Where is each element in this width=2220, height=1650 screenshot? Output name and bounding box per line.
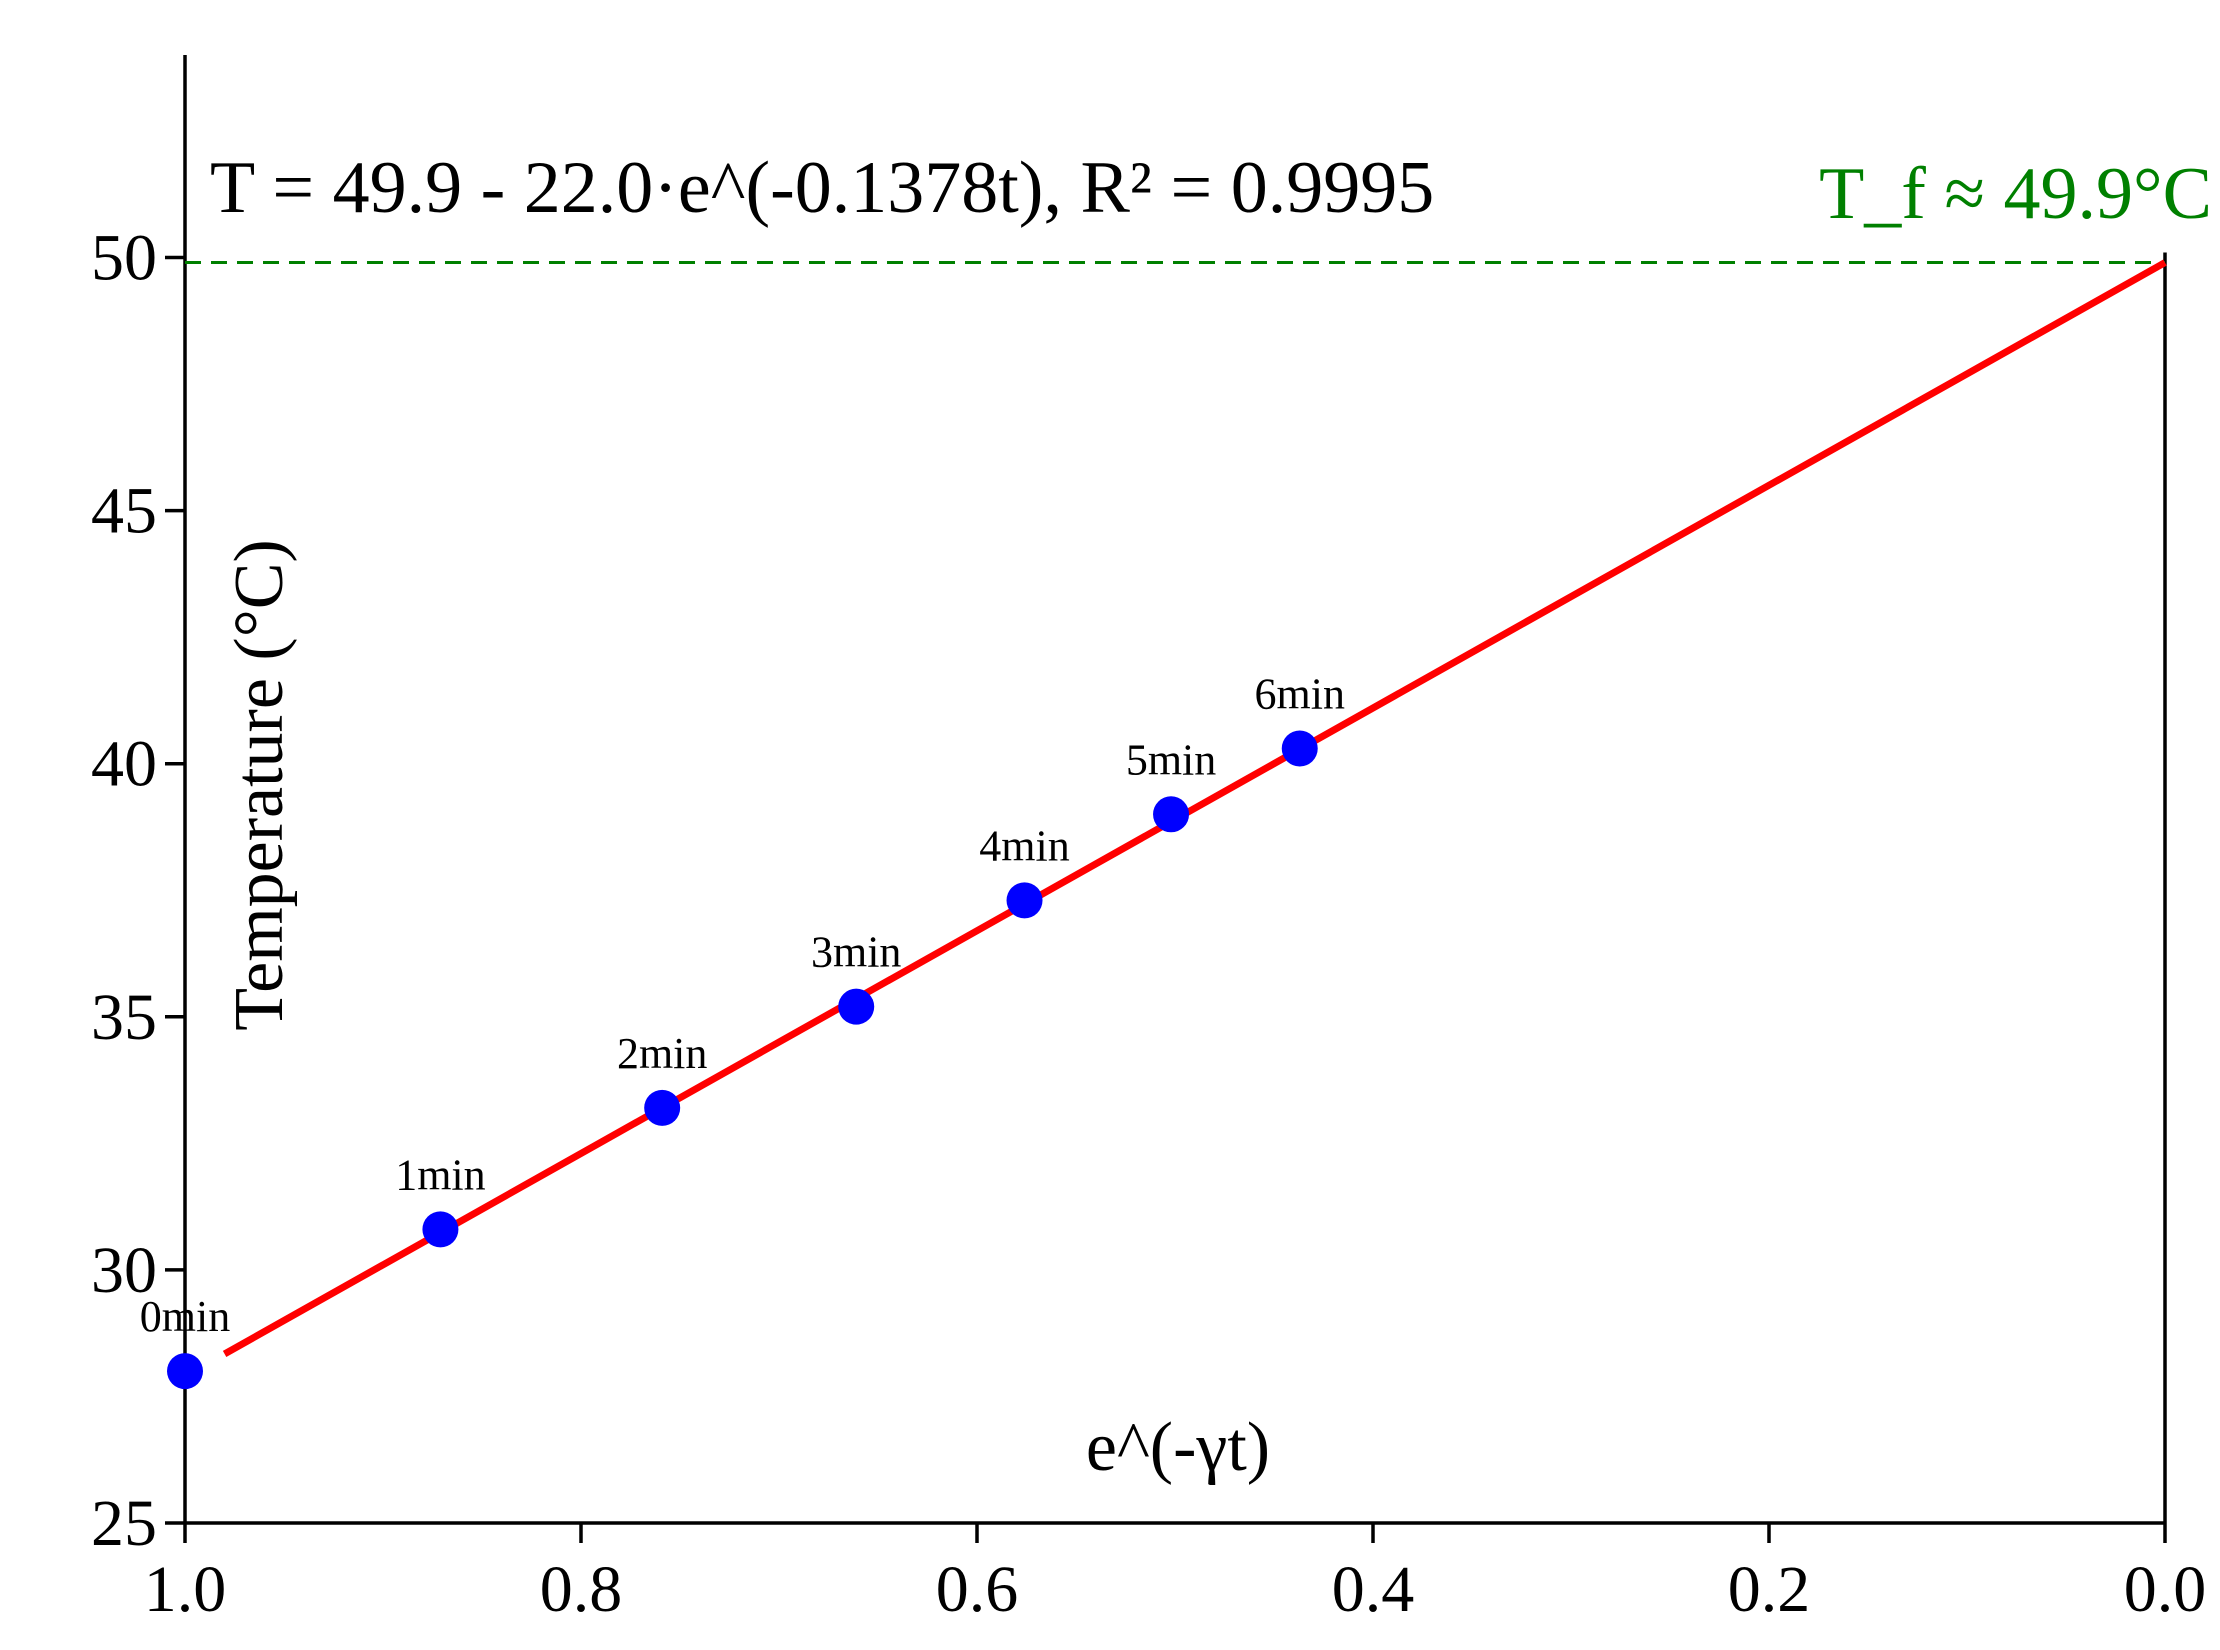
data-point-label: 4min bbox=[979, 821, 1069, 870]
y-axis-title: Temperature (°C) bbox=[221, 539, 298, 1030]
data-point bbox=[1006, 882, 1043, 919]
y-tick-label: 30 bbox=[91, 1234, 157, 1307]
x-axis-title: e^(-γt) bbox=[1086, 1409, 1270, 1486]
data-point bbox=[1281, 730, 1318, 767]
data-point bbox=[167, 1353, 203, 1390]
fit-line bbox=[222, 259, 2167, 1357]
data-point-label: 1min bbox=[395, 1150, 485, 1199]
data-point bbox=[838, 988, 875, 1025]
x-tick-label: 0.2 bbox=[1728, 1553, 1811, 1626]
fit-line-layer bbox=[222, 259, 2167, 1357]
axes-layer: 1.0 0.8 0.6 0.4 0.2 0.0 25 30 35 40 45 50 bbox=[91, 55, 2206, 1626]
y-tick-label: 50 bbox=[91, 221, 157, 294]
data-point bbox=[422, 1211, 459, 1248]
x-tick-label: 0.4 bbox=[1332, 1553, 1415, 1626]
x-tick-label: 0.8 bbox=[540, 1553, 623, 1626]
data-point-label: 5min bbox=[1126, 735, 1216, 784]
y-tick-label: 45 bbox=[91, 475, 157, 548]
data-point-label: 2min bbox=[617, 1029, 707, 1078]
x-tick-label: 0.0 bbox=[2124, 1553, 2207, 1626]
data-point-label: 0min bbox=[140, 1292, 230, 1341]
equation-annotation: T = 49.9 - 22.0·e^(-0.1378t), R² = 0.999… bbox=[210, 147, 1434, 229]
y-tick-label: 35 bbox=[91, 981, 157, 1054]
y-tick-label: 40 bbox=[91, 728, 157, 801]
data-point-label: 3min bbox=[811, 928, 901, 977]
x-tick-label: 0.6 bbox=[936, 1553, 1019, 1626]
data-point-label: 6min bbox=[1255, 670, 1345, 719]
final-temperature-label: T_f ≈ 49.9°C bbox=[1819, 153, 2212, 235]
data-point bbox=[1153, 796, 1190, 833]
y-tick-label: 25 bbox=[91, 1487, 157, 1560]
text-layer: T = 49.9 - 22.0·e^(-0.1378t), R² = 0.999… bbox=[210, 147, 2212, 1486]
x-tick-label: 1.0 bbox=[144, 1553, 227, 1626]
points-layer: 0min 1min 2min 3min 4min 5min 6min bbox=[140, 670, 1345, 1390]
data-point bbox=[644, 1089, 681, 1126]
